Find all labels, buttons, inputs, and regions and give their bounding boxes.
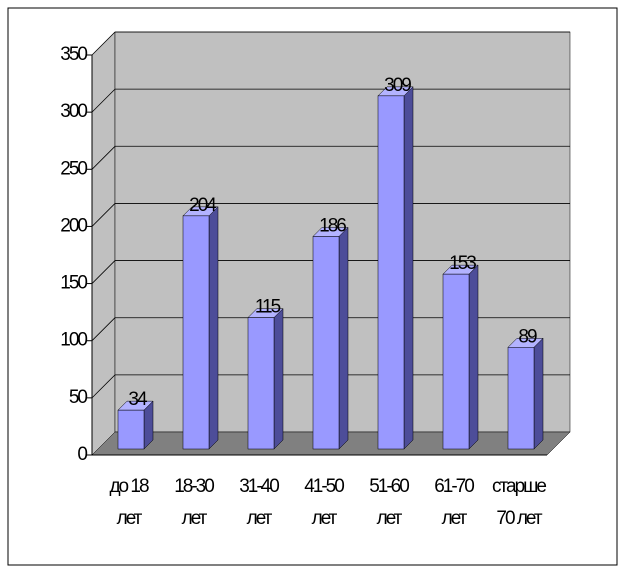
bar-side bbox=[208, 206, 219, 450]
grid-line bbox=[91, 317, 116, 341]
x-tick-label: 18-30 лет bbox=[174, 476, 215, 529]
bar bbox=[312, 236, 340, 450]
y-tick-label: 100 bbox=[60, 330, 87, 351]
value-label: 115 bbox=[255, 297, 281, 318]
value-label: 89 bbox=[518, 326, 537, 347]
y-tick-label: 0 bbox=[77, 444, 87, 465]
bar bbox=[377, 95, 405, 450]
x-tick-label: 41-50 лет bbox=[304, 476, 345, 529]
y-tick-label: 250 bbox=[60, 158, 87, 179]
value-label: 186 bbox=[319, 215, 346, 236]
y-tick-label: 50 bbox=[69, 387, 88, 408]
bar bbox=[507, 347, 535, 450]
value-label: 309 bbox=[384, 75, 411, 96]
value-label: 34 bbox=[128, 389, 148, 410]
bar bbox=[247, 317, 275, 450]
grid-line bbox=[91, 88, 116, 113]
x-tick-label: до 18 лет bbox=[109, 476, 149, 529]
x-tick-label: 61-70 лет bbox=[434, 476, 475, 529]
grid-line bbox=[91, 31, 116, 56]
x-tick-label: 31-40 лет bbox=[239, 476, 280, 529]
value-label: 153 bbox=[449, 253, 476, 274]
bar-side bbox=[403, 86, 414, 450]
bar-side bbox=[273, 307, 284, 450]
grid-line bbox=[91, 146, 116, 170]
side-wall bbox=[91, 31, 116, 456]
bar bbox=[117, 409, 145, 450]
x-tick-label: старше 70 лет bbox=[492, 476, 547, 529]
x-tick-label: 51-60 лет bbox=[369, 476, 410, 529]
bar-side bbox=[533, 337, 544, 450]
y-tick-label: 300 bbox=[60, 101, 87, 122]
bar-side bbox=[338, 226, 349, 450]
value-label: 204 bbox=[189, 195, 217, 216]
y-tick-label: 200 bbox=[60, 215, 87, 236]
y-tick-label: 150 bbox=[60, 273, 87, 294]
grid-line bbox=[91, 260, 116, 284]
bar bbox=[182, 215, 210, 450]
y-tick-label: 350 bbox=[60, 44, 87, 65]
bar bbox=[442, 273, 470, 450]
grid-line bbox=[91, 374, 116, 399]
bar-side bbox=[468, 264, 479, 450]
grid-line bbox=[91, 203, 116, 227]
